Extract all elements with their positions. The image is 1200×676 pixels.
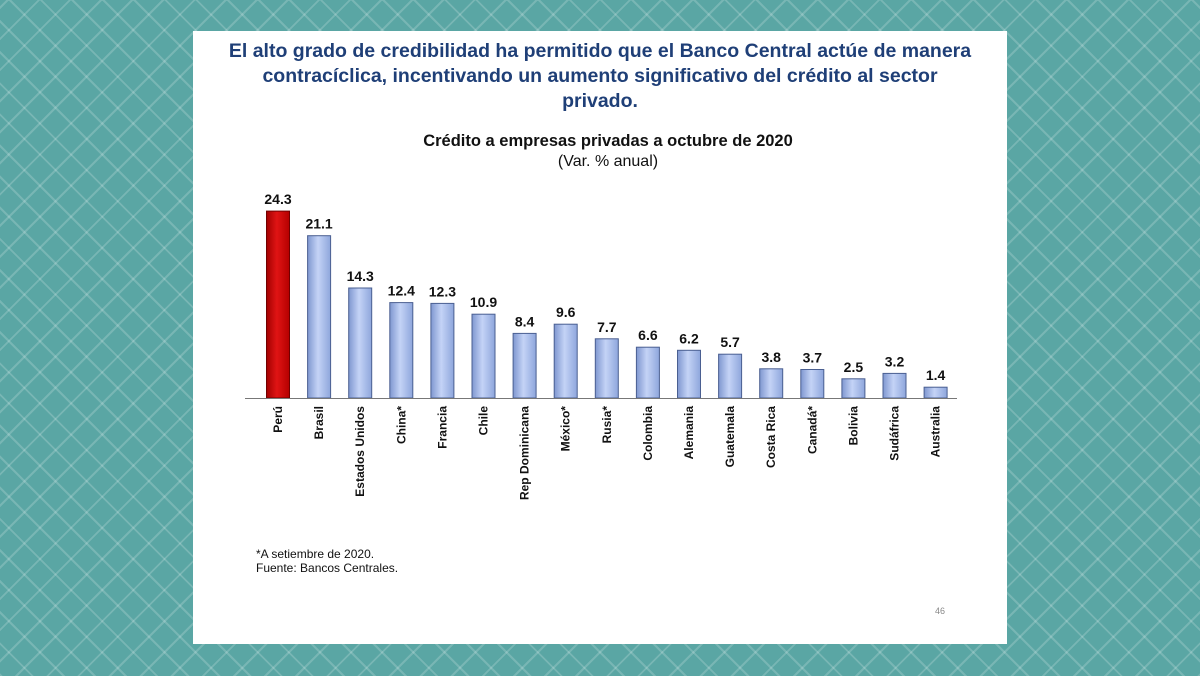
footnote: *A setiembre de 2020. xyxy=(256,547,375,561)
value-label-rusia: 7.7 xyxy=(597,319,617,335)
headline-line-1: El alto grado de credibilidad ha permiti… xyxy=(228,40,972,62)
bar-sudafrica xyxy=(882,372,907,399)
bar-brasil xyxy=(307,235,332,399)
category-label-rep-dominicana: Rep Dominicana xyxy=(518,406,532,500)
category-label-francia: Francia xyxy=(435,406,449,449)
value-label-peru: 24.3 xyxy=(264,191,291,207)
bar-chile xyxy=(471,313,496,399)
value-label-chile: 10.9 xyxy=(470,294,497,310)
category-label-canada: Canadá* xyxy=(805,406,819,454)
slide-headline: El alto grado de credibilidad ha permiti… xyxy=(193,39,1007,114)
category-label-guatemala: Guatemala xyxy=(723,406,737,468)
value-label-estados-unidos: 14.3 xyxy=(347,268,374,284)
headline-line-3: privado. xyxy=(562,90,638,112)
page-number: 46 xyxy=(935,606,946,616)
value-label-colombia: 6.6 xyxy=(638,327,658,343)
value-label-rep-dominicana: 8.4 xyxy=(515,313,535,329)
value-label-alemania: 6.2 xyxy=(679,330,699,346)
value-label-australia: 1.4 xyxy=(926,367,946,383)
category-label-sudafrica: Sudáfrica xyxy=(888,406,902,461)
value-label-brasil: 21.1 xyxy=(305,216,332,232)
bar-peru xyxy=(266,210,290,399)
category-label-mexico: México* xyxy=(559,406,573,452)
category-label-estados-unidos: Estados Unidos xyxy=(353,406,367,497)
bar-alemania xyxy=(677,349,701,399)
chart-subtitle: (Var. % anual) xyxy=(557,153,659,170)
category-label-australia: Australia xyxy=(929,406,943,458)
category-label-china: China* xyxy=(394,406,408,444)
bar-costa-rica xyxy=(759,368,784,399)
category-label-colombia: Colombia xyxy=(641,406,655,461)
bar-china xyxy=(389,302,414,399)
value-label-francia: 12.3 xyxy=(429,283,456,299)
value-label-canada: 3.7 xyxy=(803,350,823,366)
bar-australia xyxy=(923,386,948,399)
category-label-alemania: Alemania xyxy=(682,406,696,460)
bar-canada xyxy=(800,369,825,399)
bar-bolivia xyxy=(841,378,866,399)
bar-chart: 24.3 21.1 14.3 12.4 12.3 10.9 8.4 9.6 7.7 6.6 6.2 5… xyxy=(245,191,957,500)
category-label-brasil: Brasil xyxy=(312,406,326,439)
value-label-bolivia: 2.5 xyxy=(844,359,864,375)
bar-estados-unidos xyxy=(348,287,373,399)
headline-line-2: contracíclica, incentivando un aumento s… xyxy=(262,65,938,87)
bar-francia xyxy=(430,302,455,399)
category-label-costa-rica: Costa Rica xyxy=(764,406,778,468)
bar-guatemala xyxy=(718,353,743,399)
chart-notes: *A setiembre de 2020. Fuente: Bancos Cen… xyxy=(256,547,398,575)
value-label-china: 12.4 xyxy=(388,283,415,299)
category-label-bolivia: Bolivia xyxy=(846,406,860,446)
value-label-costa-rica: 3.8 xyxy=(761,349,781,365)
category-label-rusia: Rusia* xyxy=(600,406,614,444)
value-label-sudafrica: 3.2 xyxy=(885,353,905,369)
chart-title: Crédito a empresas privadas a octubre de… xyxy=(423,132,793,150)
bar-mexico xyxy=(553,323,578,399)
category-label-chile: Chile xyxy=(477,406,491,436)
source-note: Fuente: Bancos Centrales. xyxy=(256,561,399,575)
bar-rusia xyxy=(594,338,619,399)
slide: El alto grado de credibilidad ha permiti… xyxy=(193,31,1007,644)
bar-rep-dominicana xyxy=(512,332,537,399)
value-label-guatemala: 5.7 xyxy=(720,334,740,350)
bar-colombia xyxy=(635,346,660,399)
category-label-peru: Perú xyxy=(271,406,285,433)
value-label-mexico: 9.6 xyxy=(556,304,576,320)
